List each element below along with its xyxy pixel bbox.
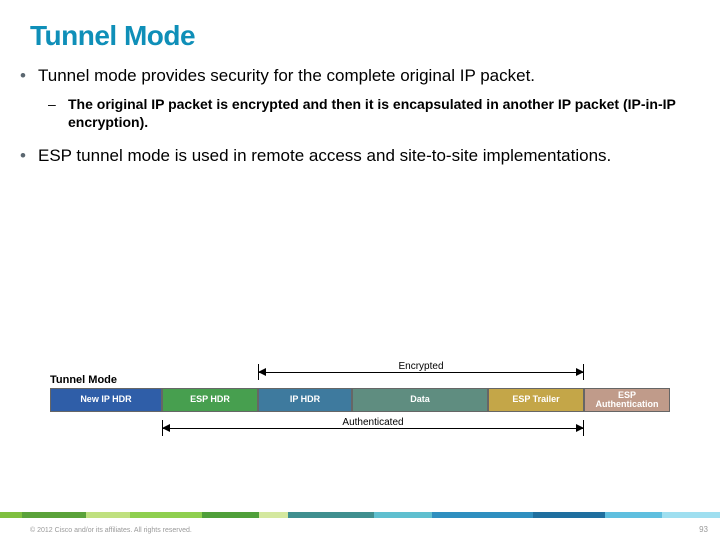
packet-segments: New IP HDRESP HDRIP HDRDataESP TrailerES… xyxy=(50,388,670,412)
packet-segment: ESP Trailer xyxy=(488,388,584,412)
bullet-level2: The original IP packet is encrypted and … xyxy=(68,96,690,131)
encrypted-range: Encrypted xyxy=(258,364,584,380)
page-number: 93 xyxy=(699,525,708,534)
copyright-text: © 2012 Cisco and/or its affiliates. All … xyxy=(30,527,192,534)
stripe-segment xyxy=(86,512,129,518)
arrow-left-icon xyxy=(162,424,170,432)
stripe-segment xyxy=(0,512,22,518)
authenticated-range: Authenticated xyxy=(162,420,584,436)
bullet-level1: ESP tunnel mode is used in remote access… xyxy=(38,145,690,166)
stripe-segment xyxy=(432,512,533,518)
bullet-list: Tunnel mode provides security for the co… xyxy=(20,65,690,177)
diagram-mode-label: Tunnel Mode xyxy=(50,374,117,386)
footer-stripe xyxy=(0,512,720,518)
encrypted-label: Encrypted xyxy=(394,361,447,372)
stripe-segment xyxy=(533,512,605,518)
bullet-level1: Tunnel mode provides security for the co… xyxy=(38,65,690,86)
packet-segment: ESP HDR xyxy=(162,388,258,412)
packet-segment: Data xyxy=(352,388,488,412)
stripe-segment xyxy=(259,512,288,518)
packet-segment: IP HDR xyxy=(258,388,352,412)
stripe-segment xyxy=(374,512,432,518)
arrow-left-icon xyxy=(258,368,266,376)
tunnel-mode-diagram: Tunnel Mode Encrypted New IP HDRESP HDRI… xyxy=(50,340,670,460)
range-line-icon xyxy=(162,428,584,429)
stripe-segment xyxy=(662,512,720,518)
packet-segment: ESP Authentication xyxy=(584,388,670,412)
range-tick-icon xyxy=(583,420,584,436)
stripe-segment xyxy=(130,512,202,518)
stripe-segment xyxy=(202,512,260,518)
stripe-segment xyxy=(605,512,663,518)
authenticated-label: Authenticated xyxy=(338,417,407,428)
slide-title: Tunnel Mode xyxy=(30,20,195,52)
range-tick-icon xyxy=(583,364,584,380)
slide: Tunnel Mode Tunnel mode provides securit… xyxy=(0,0,720,540)
range-line-icon xyxy=(258,372,584,373)
stripe-segment xyxy=(22,512,87,518)
stripe-segment xyxy=(288,512,374,518)
packet-segment: New IP HDR xyxy=(50,388,162,412)
